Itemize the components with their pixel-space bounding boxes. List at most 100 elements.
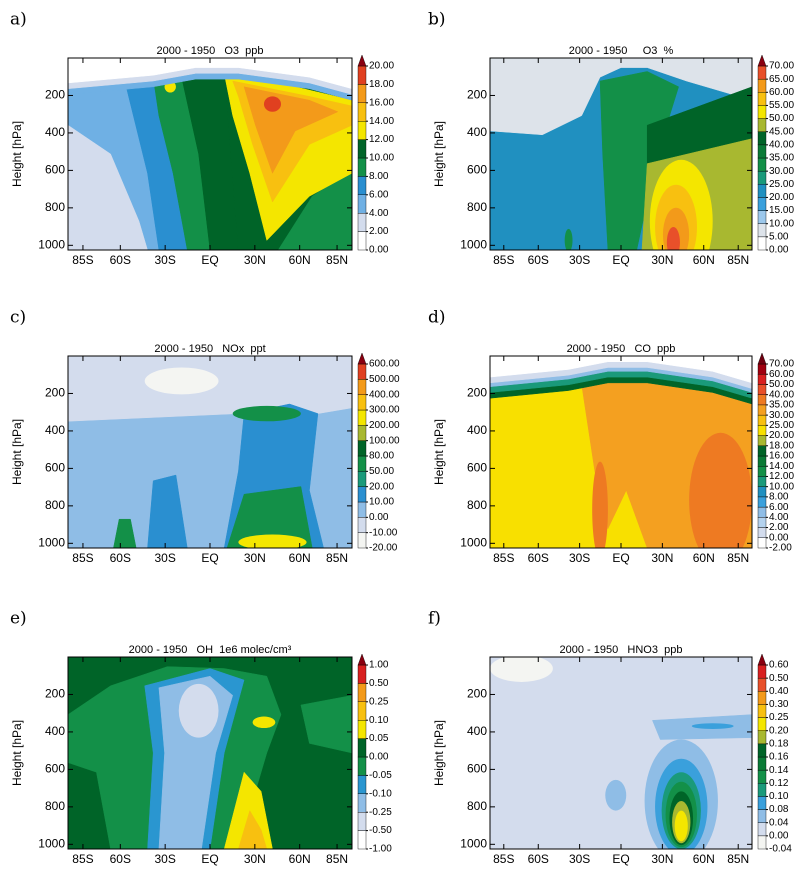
field-region <box>689 432 752 548</box>
colorbar-swatch <box>357 812 367 831</box>
field-region <box>277 169 352 250</box>
colorbar-swatch <box>357 176 367 195</box>
colorbar-swatch <box>357 775 367 795</box>
panel-label: d) <box>428 308 446 328</box>
colorbar-label: 55.00 <box>769 100 794 111</box>
field <box>490 58 752 250</box>
colorbar-label: 0.25 <box>769 712 789 723</box>
x-tick-label: 85N <box>727 551 749 565</box>
y-tick-label: 600 <box>467 762 487 776</box>
colorbar-swatch <box>357 102 367 122</box>
colorbar-swatch <box>357 139 367 159</box>
colorbar-swatch <box>357 212 367 232</box>
y-tick-label: 200 <box>45 687 65 701</box>
field-region <box>564 228 573 250</box>
colorbar-swatch <box>757 455 767 467</box>
x-tick-label: 30S <box>154 852 175 866</box>
panel-label: f) <box>428 609 441 629</box>
x-tick-label: 60N <box>289 551 311 565</box>
y-tick-label: 1000 <box>460 237 487 251</box>
x-tick-label: 85S <box>493 852 514 866</box>
y-axis-label: Height [hPa] <box>10 121 24 187</box>
colorbar-label: 5.00 <box>769 231 789 242</box>
panel-title: 2000 - 1950 O3 ppb <box>156 45 263 57</box>
x-tick-label: 85N <box>326 551 348 565</box>
x-tick-label: 30N <box>651 852 673 866</box>
x-tick-label: 60S <box>110 253 131 267</box>
x-tick-label: EQ <box>201 551 218 565</box>
y-tick-label: 400 <box>45 125 65 139</box>
x-tick-label: 60S <box>110 852 131 866</box>
colorbar-swatch <box>357 701 367 721</box>
panel-label: b) <box>428 10 446 30</box>
colorbar-label: 1.00 <box>369 660 389 671</box>
colorbar-label: 50.00 <box>369 466 394 477</box>
y-axis-label: Height [hPa] <box>10 720 24 786</box>
colorbar-swatch <box>357 756 367 776</box>
colorbar-swatch <box>757 486 767 498</box>
y-tick-label: 1000 <box>460 836 487 850</box>
colorbar-swatch <box>757 769 767 784</box>
colorbar-label: 400.00 <box>369 389 400 400</box>
x-tick-label: 85N <box>326 253 348 267</box>
colorbar-label: 70.00 <box>769 61 794 72</box>
field-region <box>226 486 313 548</box>
y-tick-label: 800 <box>467 498 487 512</box>
colorbar-swatch <box>757 131 767 146</box>
colorbar-label: 15.00 <box>769 205 794 216</box>
colorbar-swatch <box>357 793 367 813</box>
colorbar-label: 4.00 <box>769 512 789 523</box>
colorbar-swatch <box>757 184 767 198</box>
colorbar-label: 16.00 <box>769 451 794 462</box>
colorbar-label: 14.00 <box>769 461 794 472</box>
panel-title: 2000 - 1950 NOx ppt <box>154 343 265 355</box>
colorbar-label: 4.00 <box>369 208 389 219</box>
x-tick-label: EQ <box>612 551 629 565</box>
colorbar-swatch <box>757 170 767 185</box>
colorbar-extend <box>357 352 367 365</box>
colorbar-swatch <box>357 394 367 411</box>
y-tick-label: 1000 <box>38 836 65 850</box>
field-region <box>490 58 752 136</box>
colorbar-label: 50.00 <box>769 379 794 390</box>
colorbar-label: 8.00 <box>769 492 789 503</box>
colorbar-label: 200.00 <box>369 420 400 431</box>
y-tick-label: 200 <box>45 386 65 400</box>
colorbar-swatch <box>757 730 767 745</box>
colorbar-label: 0.50 <box>769 673 789 684</box>
colorbar-swatch <box>757 717 767 731</box>
y-tick-label: 400 <box>467 125 487 139</box>
x-tick-label: 85S <box>493 253 514 267</box>
colorbar-swatch <box>357 532 367 549</box>
colorbar-swatch <box>357 501 367 518</box>
colorbar-label: 45.00 <box>769 126 794 137</box>
y-tick-label: 600 <box>45 163 65 177</box>
colorbar-swatch <box>757 210 767 224</box>
colorbar-label: 65.00 <box>769 74 794 85</box>
field-region <box>674 810 688 842</box>
colorbar-swatch <box>357 231 367 251</box>
colorbar-label: 0.00 <box>369 512 389 523</box>
colorbar-swatch <box>757 466 767 477</box>
colorbar-label: 80.00 <box>369 451 394 462</box>
colorbar-label: -2.00 <box>769 543 792 554</box>
colorbar-swatch <box>757 822 767 837</box>
colorbar-swatch <box>757 476 767 487</box>
y-tick-label: 800 <box>467 799 487 813</box>
field-region <box>68 58 352 89</box>
colorbar-label: -0.10 <box>369 788 392 799</box>
colorbar-swatch <box>757 743 767 758</box>
colorbar-swatch <box>357 409 367 426</box>
colorbar-label: 0.16 <box>769 752 789 763</box>
colorbar-swatch <box>357 471 367 487</box>
panel-title: 2000 - 1950 OH 1e6 molec/cm³ <box>129 644 292 656</box>
colorbar-label: 500.00 <box>369 374 400 385</box>
colorbar-swatch <box>757 236 767 251</box>
colorbar-swatch <box>757 435 767 446</box>
colorbar-label: 20.00 <box>769 192 794 203</box>
y-tick-label: 200 <box>467 687 487 701</box>
panel-label: c) <box>10 308 26 328</box>
y-tick-label: 1000 <box>460 535 487 549</box>
colorbar-label: 16.00 <box>369 97 394 108</box>
colorbar-label: 40.00 <box>769 139 794 150</box>
